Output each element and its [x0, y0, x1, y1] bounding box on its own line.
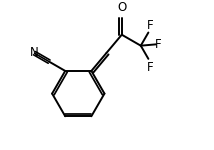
Text: O: O [117, 1, 126, 14]
Text: N: N [29, 46, 38, 59]
Text: F: F [147, 19, 154, 32]
Text: F: F [147, 61, 154, 74]
Text: F: F [155, 38, 162, 51]
